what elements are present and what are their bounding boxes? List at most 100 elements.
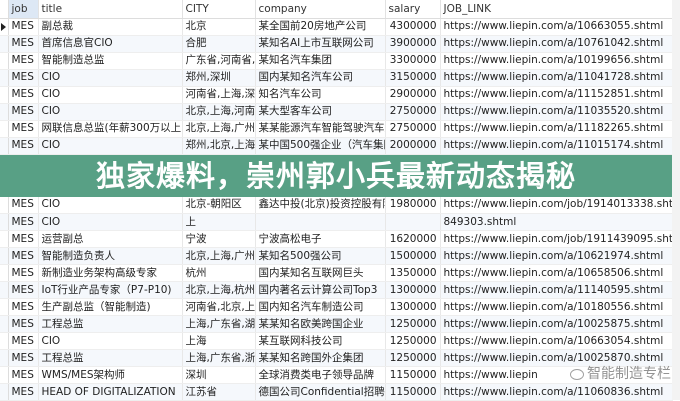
column-header-city[interactable]: CITY (182, 0, 256, 19)
table-row[interactable]: MES 运营副总 宁波 宁波高松电子 1620000 https://www.liepin… (0, 230, 673, 248)
row-indicator[interactable] (0, 366, 9, 384)
cell-salary[interactable]: 1980000 (385, 196, 441, 214)
cell-city[interactable]: 上海 (182, 332, 256, 350)
cell-title[interactable]: CIO (38, 137, 183, 155)
cell-salary[interactable]: 1150000 (385, 366, 441, 384)
table-row[interactable]: MES工程总监上海,广东省,湖北某某知名欧美跨国企业1250000https:/… (0, 315, 673, 333)
table-row[interactable]: MES工程总监上海,广东省,浙江某某知名跨国外企集团1250000https:/… (0, 349, 673, 367)
row-indicator[interactable] (0, 247, 9, 265)
cell-company[interactable]: 国内知名汽车制造公司 (255, 298, 386, 316)
cell-title[interactable]: CIO (38, 213, 183, 231)
cell-salary[interactable]: 1350000 (385, 264, 441, 282)
cell-city[interactable]: 河南省,北京,上海 (182, 298, 256, 316)
cell-salary[interactable]: 3900000 (385, 35, 441, 53)
cell-job_link[interactable]: https://www.liepin (440, 366, 673, 384)
table-row[interactable]: MES生产副总监（智能制造)河南省,北京,上海国内知名汽车制造公司1300000… (0, 298, 673, 316)
cell-company[interactable]: 某知名AI上市互联网公司 (255, 35, 386, 53)
row-indicator[interactable] (0, 281, 9, 299)
cell-title[interactable]: 运营副总 (38, 230, 183, 248)
cell-salary[interactable]: 1150000 (385, 383, 441, 401)
cell-company[interactable]: 某知名500强公司 (255, 247, 386, 265)
cell-company[interactable]: 全球消费类电子领导品牌 (255, 366, 386, 384)
table-row[interactable]: MES智能制造总监广东省,河南省,江某知名汽车集团3300000https://… (0, 52, 673, 70)
cell-company[interactable]: 某大型客车公司 (255, 103, 386, 121)
cell-title[interactable]: 工程总监 (38, 349, 183, 367)
column-header-job_link[interactable]: JOB_LINK (440, 0, 673, 19)
cell-company[interactable]: 某中国500强企业（汽车集团 (255, 137, 386, 155)
cell-title[interactable]: IoT行业产品专家（P7-P10) (38, 281, 183, 299)
cell-salary[interactable]: 3300000 (385, 52, 441, 70)
table-row[interactable]: MES CIO 郑州,北京,上海 某中国500强企业（汽车集团 2000000 https… (0, 137, 673, 155)
cell-job[interactable]: MES (8, 247, 39, 265)
cell-city[interactable]: 合肥 (182, 35, 256, 53)
cell-job_link[interactable]: https://www.liepin.com/a/10199656.shtml (440, 52, 673, 70)
cell-city[interactable]: 北京,上海,河南省 (182, 103, 256, 121)
cell-job_link[interactable]: https://www.liepin.com/a/11035520.shtml (440, 103, 673, 121)
cell-company[interactable]: 某全国前20房地产公司 (255, 18, 386, 36)
row-indicator[interactable] (0, 332, 9, 350)
table-row[interactable]: MES 网联信息总监(年薪300万以上) 北京,上海,广州 某某能源汽车智能驾驶汽车集… (0, 120, 673, 138)
cell-title[interactable]: 智能制造总监 (38, 52, 183, 70)
cell-job[interactable]: MES (8, 52, 39, 70)
cell-company[interactable]: 鑫达中投(北京)投资控股有限 (255, 196, 386, 214)
cell-job_link[interactable]: https://www.liepin.com/a/11060836.shtml (440, 383, 673, 401)
cell-job_link[interactable]: https://www.liepin.com/a/10621974.shtml (440, 247, 673, 265)
cell-company[interactable]: 国内某知名互联网巨头 (255, 264, 386, 282)
cell-company[interactable]: 知名汽车公司 (255, 86, 386, 104)
cell-salary[interactable]: 2000000 (385, 137, 441, 155)
row-indicator[interactable] (0, 86, 9, 104)
cell-city[interactable]: 上海,广东省,浙江 (182, 349, 256, 367)
cell-salary[interactable]: 1500000 (385, 247, 441, 265)
cell-city[interactable]: 郑州,深圳 (182, 69, 256, 87)
cell-job[interactable]: MES (8, 103, 39, 121)
cell-salary[interactable]: 2750000 (385, 120, 441, 138)
table-row[interactable]: MESCIO河南省,上海,深圳知名汽车公司2900000https://www.… (0, 86, 673, 104)
cell-city[interactable]: 北京,上海,杭州 (182, 281, 256, 299)
cell-salary[interactable]: 3150000 (385, 69, 441, 87)
cell-title[interactable]: 新制造业务架构高级专家 (38, 264, 183, 282)
table-row[interactable]: MES 智能制造负责人 北京,上海,广州 某知名500强公司 1500000 https:… (0, 247, 673, 265)
cell-title[interactable]: WMS/MES架构师 (38, 366, 183, 384)
cell-title[interactable]: CIO (38, 86, 183, 104)
row-indicator[interactable] (0, 213, 9, 231)
cell-job_link[interactable]: https://www.liepin.com/a/10663054.shtml (440, 332, 673, 350)
row-indicator[interactable] (0, 264, 9, 282)
table-row[interactable]: MES CIO 上海 某互联网科技公司 1250000 https://www.liepi… (0, 332, 673, 350)
cell-company[interactable]: 某某知名跨国外企集团 (255, 349, 386, 367)
column-header-title[interactable]: title (38, 0, 183, 19)
cell-job[interactable]: MES (8, 137, 39, 155)
cell-salary[interactable] (385, 213, 441, 231)
cell-title[interactable]: CIO (38, 103, 183, 121)
cell-job_link[interactable]: https://www.liepin.com/a/10658506.shtml (440, 264, 673, 282)
row-indicator[interactable] (0, 120, 9, 138)
cell-salary[interactable]: 1250000 (385, 349, 441, 367)
cell-title[interactable]: 首席信息官CIO (38, 35, 183, 53)
cell-job_link[interactable]: https://www.liepin.com/job/1911439095.sh… (440, 230, 673, 248)
table-row[interactable]: MES 新制造业务架构高级专家 杭州 国内某知名互联网巨头 1350000 https:/… (0, 264, 673, 282)
cell-city[interactable]: 广东省,河南省,江 (182, 52, 256, 70)
cell-job[interactable]: MES (8, 315, 39, 333)
table-row[interactable]: MES 首席信息官CIO 合肥 某知名AI上市互联网公司 3900000 https://… (0, 35, 673, 53)
cell-job_link[interactable]: https://www.liepin.com/a/11015174.shtml (440, 137, 673, 155)
row-indicator[interactable] (0, 349, 9, 367)
row-indicator[interactable] (0, 230, 9, 248)
cell-company[interactable]: 某某知名欧美跨国企业 (255, 315, 386, 333)
cell-city[interactable]: 宁波 (182, 230, 256, 248)
cell-job_link[interactable]: https://www.liepin.com/a/10180556.shtml (440, 298, 673, 316)
cell-title[interactable]: CIO (38, 69, 183, 87)
cell-company[interactable] (255, 213, 386, 231)
cell-title[interactable]: 副总裁 (38, 18, 183, 36)
column-header-job[interactable]: job (8, 0, 39, 19)
cell-salary[interactable]: 2900000 (385, 86, 441, 104)
cell-salary[interactable]: 1250000 (385, 332, 441, 350)
row-indicator[interactable] (0, 69, 9, 87)
cell-job[interactable]: MES (8, 383, 39, 401)
cell-job_link[interactable]: https://www.liepin.com/a/11152851.shtml (440, 86, 673, 104)
cell-title[interactable]: 网联信息总监(年薪300万以上) (38, 120, 183, 138)
cell-title[interactable]: 智能制造负责人 (38, 247, 183, 265)
cell-city[interactable]: 河南省,上海,深圳 (182, 86, 256, 104)
table-row[interactable]: MES CIO 上 849303.shtml (0, 213, 673, 231)
table-row[interactable]: MES CIO 北京-朝阳区 鑫达中投(北京)投资控股有限 1980000 https:/… (0, 196, 673, 214)
cell-job_link[interactable]: https://www.liepin.com/a/11041728.shtml (440, 69, 673, 87)
cell-title[interactable]: CIO (38, 196, 183, 214)
